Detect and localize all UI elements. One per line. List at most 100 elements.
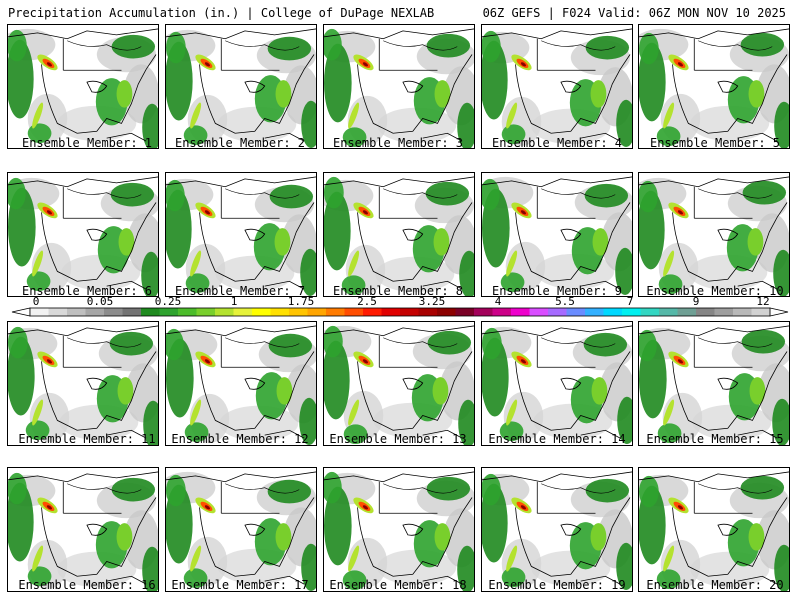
legend-tick-label: 1.75 xyxy=(288,296,315,308)
legend-tick-label: 12 xyxy=(756,296,769,308)
legend-swatch xyxy=(178,308,197,316)
ensemble-member-label: Ensemble Member: 9 xyxy=(491,284,623,298)
legend-swatch xyxy=(696,308,715,316)
legend-tick-label: 9 xyxy=(693,296,700,308)
legend-swatch xyxy=(381,308,401,316)
legend-swatch xyxy=(289,308,308,316)
ensemble-member-label: Ensemble Member: 17 xyxy=(171,578,309,592)
precip-map xyxy=(639,468,789,591)
precip-map xyxy=(324,468,474,591)
legend-swatch xyxy=(677,308,697,316)
legend-tick-label: 3.25 xyxy=(419,296,446,308)
legend-swatch xyxy=(215,308,234,316)
ensemble-member-label: Ensemble Member: 3 xyxy=(332,136,464,150)
ensemble-panel-13 xyxy=(323,321,475,446)
precip-map xyxy=(8,322,158,445)
legend-swatch xyxy=(122,308,142,316)
legend-tick-label: 0 xyxy=(33,296,40,308)
precip-map xyxy=(166,173,316,296)
precip-map xyxy=(166,322,316,445)
precip-map xyxy=(482,468,632,591)
legend-swatch xyxy=(640,308,660,316)
legend-tick-label: 4 xyxy=(495,296,502,308)
legend-swatch xyxy=(603,308,623,316)
ensemble-member-label: Ensemble Member: 6 xyxy=(21,284,153,298)
legend-swatch xyxy=(714,308,734,316)
precip-map xyxy=(166,468,316,591)
legend-swatch xyxy=(270,308,290,316)
ensemble-panel-18 xyxy=(323,467,475,592)
precip-map xyxy=(639,322,789,445)
precip-map xyxy=(8,25,158,148)
ensemble-member-label: Ensemble Member: 4 xyxy=(491,136,623,150)
valid-time-label: 06Z GEFS | F024 Valid: 06Z MON NOV 10 20… xyxy=(482,6,786,20)
precip-map xyxy=(8,173,158,296)
ensemble-panel-19 xyxy=(481,467,633,592)
legend-swatch xyxy=(67,308,86,316)
legend-tick-label: 0.05 xyxy=(87,296,114,308)
ensemble-member-label: Ensemble Member: 2 xyxy=(174,136,306,150)
legend-swatch xyxy=(48,308,68,316)
precip-map xyxy=(324,173,474,296)
legend-swatch xyxy=(733,308,752,316)
precip-map xyxy=(482,322,632,445)
ensemble-member-label: Ensemble Member: 12 xyxy=(171,432,309,446)
legend-swatch xyxy=(400,308,419,316)
legend-swatch xyxy=(455,308,475,316)
ensemble-member-label: Ensemble Member: 18 xyxy=(329,578,467,592)
ensemble-panel-2 xyxy=(165,24,317,149)
ensemble-panel-14 xyxy=(481,321,633,446)
ensemble-member-label: Ensemble Member: 10 xyxy=(646,284,784,298)
legend-tick-label: 5.5 xyxy=(555,296,575,308)
ensemble-member-label: Ensemble Member: 14 xyxy=(488,432,626,446)
ensemble-panel-12 xyxy=(165,321,317,446)
legend-swatch xyxy=(252,308,271,316)
ensemble-member-label: Ensemble Member: 19 xyxy=(488,578,626,592)
ensemble-panel-8 xyxy=(323,172,475,297)
ensemble-panel-5 xyxy=(638,24,790,149)
legend-swatch xyxy=(307,308,327,316)
ensemble-member-label: Ensemble Member: 8 xyxy=(332,284,464,298)
legend-tick-label: 2.5 xyxy=(357,296,377,308)
ensemble-member-label: Ensemble Member: 16 xyxy=(18,578,156,592)
precip-map xyxy=(482,173,632,296)
precip-map xyxy=(324,322,474,445)
ensemble-member-label: Ensemble Member: 1 xyxy=(21,136,153,150)
ensemble-member-label: Ensemble Member: 15 xyxy=(646,432,784,446)
legend-swatch xyxy=(622,308,641,316)
legend-swatch xyxy=(566,308,586,316)
precip-map xyxy=(8,468,158,591)
legend-swatch xyxy=(418,308,438,316)
ensemble-member-label: Ensemble Member: 20 xyxy=(646,578,784,592)
precip-map xyxy=(482,25,632,148)
legend-swatch xyxy=(585,308,604,316)
legend-swatch xyxy=(344,308,364,316)
precip-map xyxy=(324,25,474,148)
legend-tick-label: 1 xyxy=(231,296,238,308)
legend-swatch xyxy=(30,308,49,316)
ensemble-panel-4 xyxy=(481,24,633,149)
legend-swatch xyxy=(437,308,456,316)
precip-map xyxy=(639,25,789,148)
legend-swatch xyxy=(326,308,345,316)
legend-swatch xyxy=(196,308,216,316)
legend-swatch xyxy=(751,308,771,316)
legend-swatch xyxy=(511,308,530,316)
ensemble-member-label: Ensemble Member: 13 xyxy=(329,432,467,446)
ensemble-member-label: Ensemble Member: 11 xyxy=(18,432,156,446)
legend-swatch xyxy=(233,308,253,316)
ensemble-panel-9 xyxy=(481,172,633,297)
legend-swatch xyxy=(363,308,382,316)
legend-tick-label: 0.25 xyxy=(155,296,182,308)
legend-tick-label: 7 xyxy=(627,296,634,308)
ensemble-member-label: Ensemble Member: 5 xyxy=(649,136,781,150)
page-title: Precipitation Accumulation (in.) | Colle… xyxy=(8,6,435,20)
legend-swatch xyxy=(529,308,549,316)
legend-swatch xyxy=(474,308,493,316)
legend-swatch xyxy=(548,308,567,316)
legend-swatch xyxy=(159,308,179,316)
precip-map xyxy=(639,173,789,296)
ensemble-panel-20 xyxy=(638,467,790,592)
ensemble-member-label: Ensemble Member: 7 xyxy=(174,284,306,298)
ensemble-panel-17 xyxy=(165,467,317,592)
